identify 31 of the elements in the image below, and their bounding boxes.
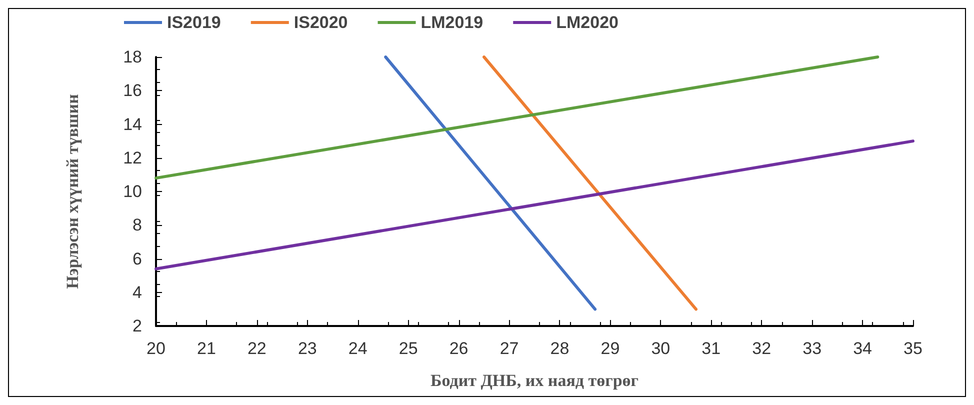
y-tick-label: 12 (123, 148, 142, 168)
x-tick-label: 33 (802, 339, 822, 358)
x-tick-label: 34 (853, 339, 872, 358)
x-tick-label: 35 (904, 339, 922, 358)
y-tick-label: 10 (123, 182, 142, 201)
y-axis-title: Нэрлэсэн хүүний түвшин (63, 94, 82, 289)
x-tick-label: 21 (197, 339, 216, 358)
y-tick-label: 14 (123, 114, 142, 134)
legend-label: IS2019 (167, 13, 221, 32)
y-tick-label: 18 (123, 48, 142, 66)
x-tick-label: 22 (247, 339, 266, 358)
x-tick-label: 28 (550, 339, 570, 358)
x-tick-label: 26 (449, 339, 468, 358)
y-tick-label: 2 (132, 316, 142, 336)
legend-label: LM2019 (420, 13, 484, 32)
x-tick-label: 29 (600, 339, 620, 358)
y-tick-label: 6 (132, 249, 142, 268)
legend-label: LM2020 (556, 13, 618, 32)
x-tick-label: 30 (651, 339, 670, 358)
x-tick-label: 27 (500, 339, 519, 358)
x-tick-label: 31 (702, 339, 721, 358)
legend-label: IS2020 (294, 13, 348, 32)
y-tick-label: 4 (132, 282, 142, 302)
x-tick-label: 25 (398, 339, 418, 358)
x-tick-label: 20 (146, 339, 166, 358)
x-tick-label: 23 (298, 339, 317, 358)
x-axis-title: Бодит ДНБ, их наяд төгрөг (430, 371, 639, 390)
x-tick-label: 32 (752, 339, 772, 358)
y-tick-label: 8 (132, 216, 142, 235)
x-tick-label: 24 (348, 339, 368, 358)
y-tick-label: 16 (123, 81, 142, 100)
